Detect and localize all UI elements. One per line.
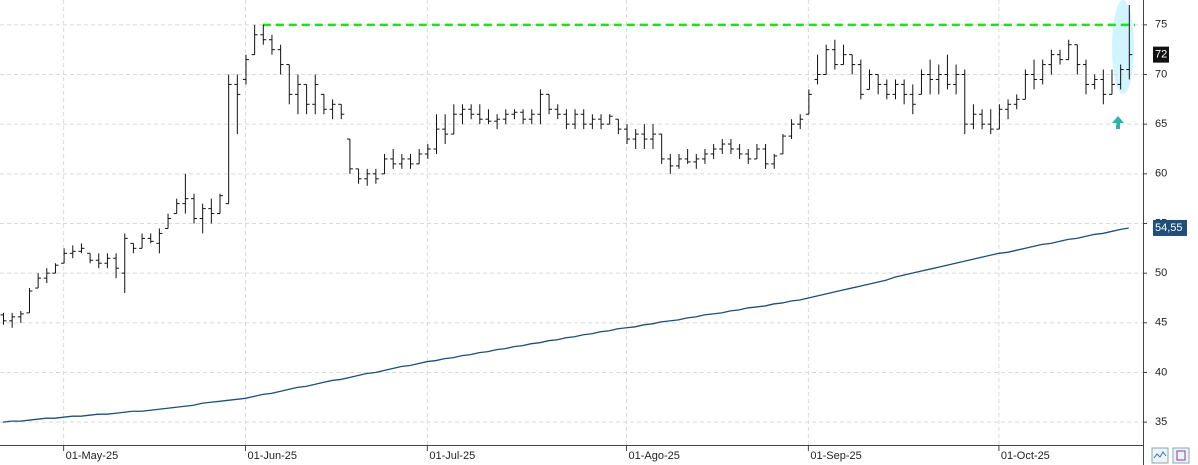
toolbar-button[interactable]: [1172, 447, 1190, 464]
marks: [0, 4, 1133, 423]
last-price-label: 72: [1155, 49, 1167, 61]
y-tick-label: 65: [1155, 118, 1167, 130]
toolbar-button[interactable]: [1151, 447, 1169, 464]
x-tick-label: 01-Sep-25: [810, 450, 861, 462]
y-tick-label: 50: [1155, 267, 1167, 279]
last-price-tag: [1153, 46, 1169, 63]
x-tick-label: 01-Ago-25: [629, 450, 680, 462]
moving-average-line: [2, 227, 1129, 423]
y-tick-label: 35: [1155, 416, 1167, 428]
ma-price-tag: [1153, 219, 1187, 236]
y-tick-label: 45: [1155, 317, 1167, 329]
y-tick-label: 60: [1155, 168, 1167, 180]
y-tick-label: 40: [1155, 366, 1167, 378]
y-tick-label: 75: [1155, 19, 1167, 31]
toolbar-icon: [1176, 450, 1186, 461]
toolbar-icon: [1153, 451, 1167, 459]
x-tick-label: 01-Jul-25: [429, 450, 475, 462]
x-tick-label: 01-May-25: [66, 450, 119, 462]
highlight-ellipse: [1112, 0, 1134, 94]
x-tick-label: 01-Oct-25: [1001, 450, 1050, 462]
x-tick-label: 01-Jun-25: [247, 450, 297, 462]
ma-price-label: 54,55: [1155, 222, 1183, 234]
grid: [0, 0, 1143, 445]
y-tick-label: 70: [1155, 68, 1167, 80]
up-arrow: [1112, 116, 1124, 129]
